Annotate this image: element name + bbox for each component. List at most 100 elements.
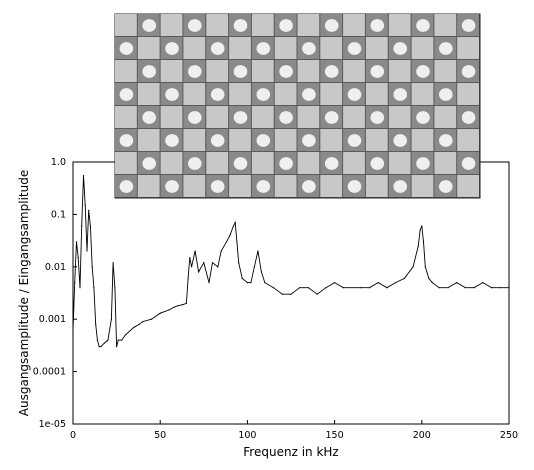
data-point — [121, 339, 123, 341]
data-point — [377, 282, 379, 284]
data-point — [74, 282, 76, 284]
x-tick-label: 250 — [500, 430, 518, 441]
data-point — [438, 287, 440, 289]
data-point — [133, 326, 135, 328]
data-point — [246, 282, 248, 284]
y-tick-label: 1.0 — [51, 157, 66, 168]
data-point — [103, 342, 105, 344]
x-tick-label: 0 — [70, 430, 76, 441]
data-point — [412, 266, 414, 268]
data-point — [260, 271, 262, 273]
series-line — [72, 175, 509, 348]
data-point — [419, 229, 421, 231]
x-axis: 0 50 100 150 200 250 — [70, 420, 518, 441]
plot-frame — [72, 161, 510, 425]
data-point — [138, 323, 140, 325]
data-point — [98, 346, 100, 348]
data-point — [447, 287, 449, 289]
y-axis-title: Ausgangsamplitude / Eingangsamplitude — [17, 170, 31, 416]
data-point — [236, 241, 238, 243]
data-point — [290, 293, 292, 295]
data-point — [173, 306, 175, 308]
data-point — [422, 241, 425, 243]
data-point — [77, 257, 79, 259]
data-point — [220, 250, 222, 252]
data-point — [117, 339, 119, 341]
data-point — [424, 266, 426, 268]
y-tick-label: 0.001 — [39, 314, 66, 325]
y-tick-label: 1e-05 — [39, 419, 66, 430]
data-point — [142, 321, 144, 323]
data-point — [421, 225, 423, 227]
data-point — [177, 305, 179, 307]
data-point — [250, 282, 252, 284]
data-point — [368, 287, 371, 289]
specimen-photo — [114, 13, 481, 199]
data-point — [81, 225, 83, 227]
data-point — [93, 287, 95, 289]
data-point — [273, 287, 275, 289]
y-tick-label: 0.1 — [51, 209, 66, 220]
data-point — [191, 266, 193, 268]
data-point — [299, 287, 301, 289]
data-point — [107, 339, 109, 341]
data-point — [89, 225, 91, 227]
data-point — [82, 175, 85, 177]
data-point — [316, 293, 318, 295]
data-point — [360, 287, 362, 289]
data-point — [187, 277, 189, 279]
data-point — [208, 282, 210, 284]
data-point — [225, 241, 228, 243]
x-tick-label: 100 — [238, 430, 256, 441]
y-tick-label: 0.0001 — [33, 367, 66, 378]
data-point — [194, 250, 196, 252]
data-point — [100, 346, 102, 348]
y-tick-label: 0.01 — [45, 262, 66, 273]
data-point — [431, 282, 433, 284]
data-point — [96, 339, 98, 341]
data-point — [203, 262, 205, 264]
data-point — [229, 234, 231, 236]
data-point — [211, 262, 214, 264]
data-point — [168, 309, 170, 311]
data-point — [182, 304, 184, 306]
data-point — [217, 266, 219, 268]
data-point — [112, 262, 114, 264]
data-point — [325, 287, 327, 289]
data-point — [91, 266, 93, 268]
x-tick-label: 200 — [413, 430, 431, 441]
data-point — [417, 245, 419, 247]
data-point — [428, 277, 430, 279]
data-point — [159, 312, 161, 314]
data-point — [395, 282, 397, 284]
data-point — [264, 282, 266, 284]
data-point — [72, 330, 74, 332]
data-point — [464, 287, 466, 289]
data-point — [232, 225, 234, 227]
data-point — [508, 287, 510, 289]
series-layer — [72, 175, 510, 348]
data-point — [150, 318, 153, 320]
data-point — [456, 282, 458, 284]
data-point — [110, 318, 112, 320]
data-point — [95, 323, 97, 325]
data-point — [403, 277, 405, 279]
data-point — [307, 287, 309, 289]
y-axis: 1e-05 0.0001 0.001 0.01 0.1 1.0 — [33, 157, 77, 430]
data-point — [79, 287, 81, 289]
data-point — [185, 302, 187, 304]
data-point — [342, 287, 344, 289]
data-point — [241, 277, 243, 279]
data-point — [482, 282, 484, 284]
data-point — [75, 241, 78, 243]
data-point — [84, 204, 86, 206]
data-point — [124, 334, 126, 336]
data-point — [86, 250, 88, 252]
data-point — [88, 209, 90, 211]
data-point — [491, 287, 493, 289]
data-point — [234, 221, 236, 224]
x-tick-label: 50 — [154, 430, 166, 441]
data-point — [473, 287, 475, 289]
